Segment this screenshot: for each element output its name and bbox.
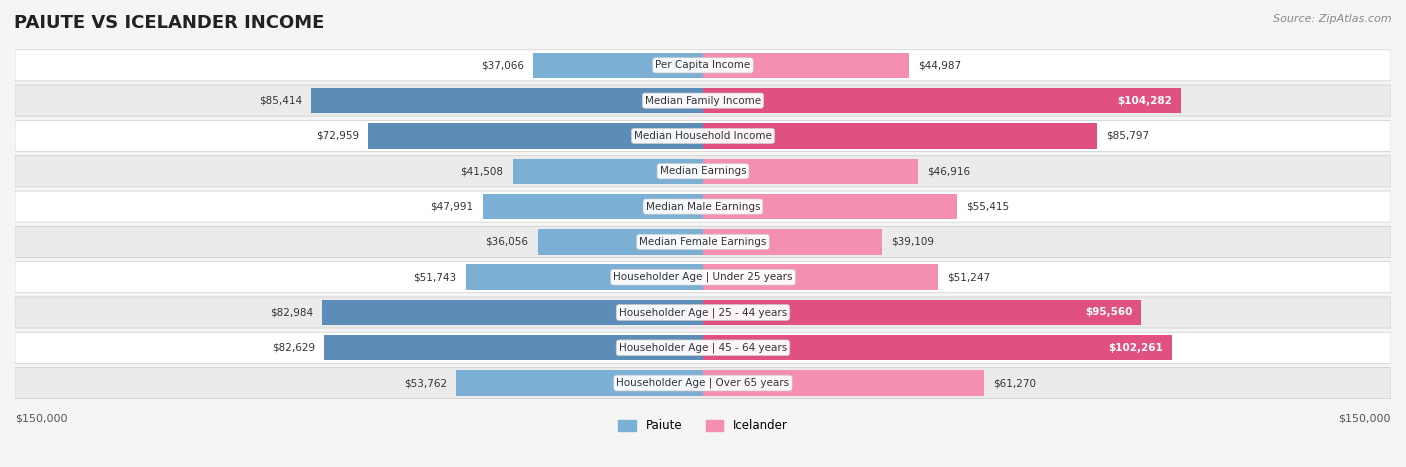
Text: PAIUTE VS ICELANDER INCOME: PAIUTE VS ICELANDER INCOME [14, 14, 325, 32]
Text: $150,000: $150,000 [15, 413, 67, 423]
Text: $51,743: $51,743 [413, 272, 457, 282]
Text: $37,066: $37,066 [481, 60, 524, 71]
Text: $44,987: $44,987 [918, 60, 962, 71]
Text: $85,797: $85,797 [1105, 131, 1149, 141]
Text: Median Household Income: Median Household Income [634, 131, 772, 141]
FancyBboxPatch shape [15, 156, 1391, 187]
Bar [457, 370, 703, 396]
Bar [703, 53, 910, 78]
Text: Median Male Earnings: Median Male Earnings [645, 202, 761, 212]
Bar [482, 194, 703, 219]
Text: $104,282: $104,282 [1118, 96, 1173, 106]
FancyBboxPatch shape [15, 50, 1391, 81]
Bar [703, 88, 1181, 113]
Text: $41,508: $41,508 [460, 166, 503, 176]
Bar [323, 335, 703, 361]
Text: $72,959: $72,959 [316, 131, 359, 141]
Text: $51,247: $51,247 [948, 272, 990, 282]
Bar [703, 300, 1142, 325]
FancyBboxPatch shape [15, 332, 1391, 363]
Bar [322, 300, 703, 325]
Text: $82,629: $82,629 [271, 343, 315, 353]
FancyBboxPatch shape [15, 368, 1391, 399]
Text: $36,056: $36,056 [485, 237, 529, 247]
Text: $55,415: $55,415 [966, 202, 1010, 212]
Bar [703, 264, 938, 290]
Bar [537, 229, 703, 255]
Bar [703, 335, 1173, 361]
FancyBboxPatch shape [15, 297, 1391, 328]
Text: $61,270: $61,270 [993, 378, 1036, 388]
Bar [703, 123, 1097, 149]
FancyBboxPatch shape [15, 226, 1391, 257]
Text: $102,261: $102,261 [1108, 343, 1163, 353]
Text: Median Earnings: Median Earnings [659, 166, 747, 176]
Text: $39,109: $39,109 [891, 237, 935, 247]
Text: $53,762: $53,762 [404, 378, 447, 388]
FancyBboxPatch shape [15, 120, 1391, 151]
Bar [311, 88, 703, 113]
Bar [533, 53, 703, 78]
Text: Householder Age | Over 65 years: Householder Age | Over 65 years [616, 378, 790, 389]
Text: Per Capita Income: Per Capita Income [655, 60, 751, 71]
Text: Source: ZipAtlas.com: Source: ZipAtlas.com [1274, 14, 1392, 24]
Text: Median Family Income: Median Family Income [645, 96, 761, 106]
Text: $150,000: $150,000 [1339, 413, 1391, 423]
Bar [465, 264, 703, 290]
Bar [513, 159, 703, 184]
FancyBboxPatch shape [15, 85, 1391, 116]
Text: $85,414: $85,414 [259, 96, 302, 106]
FancyBboxPatch shape [15, 191, 1391, 222]
Text: Householder Age | 45 - 64 years: Householder Age | 45 - 64 years [619, 342, 787, 353]
Text: $47,991: $47,991 [430, 202, 474, 212]
Text: Median Female Earnings: Median Female Earnings [640, 237, 766, 247]
Bar [703, 229, 883, 255]
Bar [703, 370, 984, 396]
Text: Householder Age | 25 - 44 years: Householder Age | 25 - 44 years [619, 307, 787, 318]
Text: $95,560: $95,560 [1085, 307, 1132, 318]
Bar [368, 123, 703, 149]
Text: $46,916: $46,916 [928, 166, 970, 176]
FancyBboxPatch shape [15, 262, 1391, 293]
Text: Householder Age | Under 25 years: Householder Age | Under 25 years [613, 272, 793, 283]
Bar [703, 194, 957, 219]
Text: $82,984: $82,984 [270, 307, 314, 318]
Legend: Paiute, Icelander: Paiute, Icelander [613, 415, 793, 437]
Bar [703, 159, 918, 184]
